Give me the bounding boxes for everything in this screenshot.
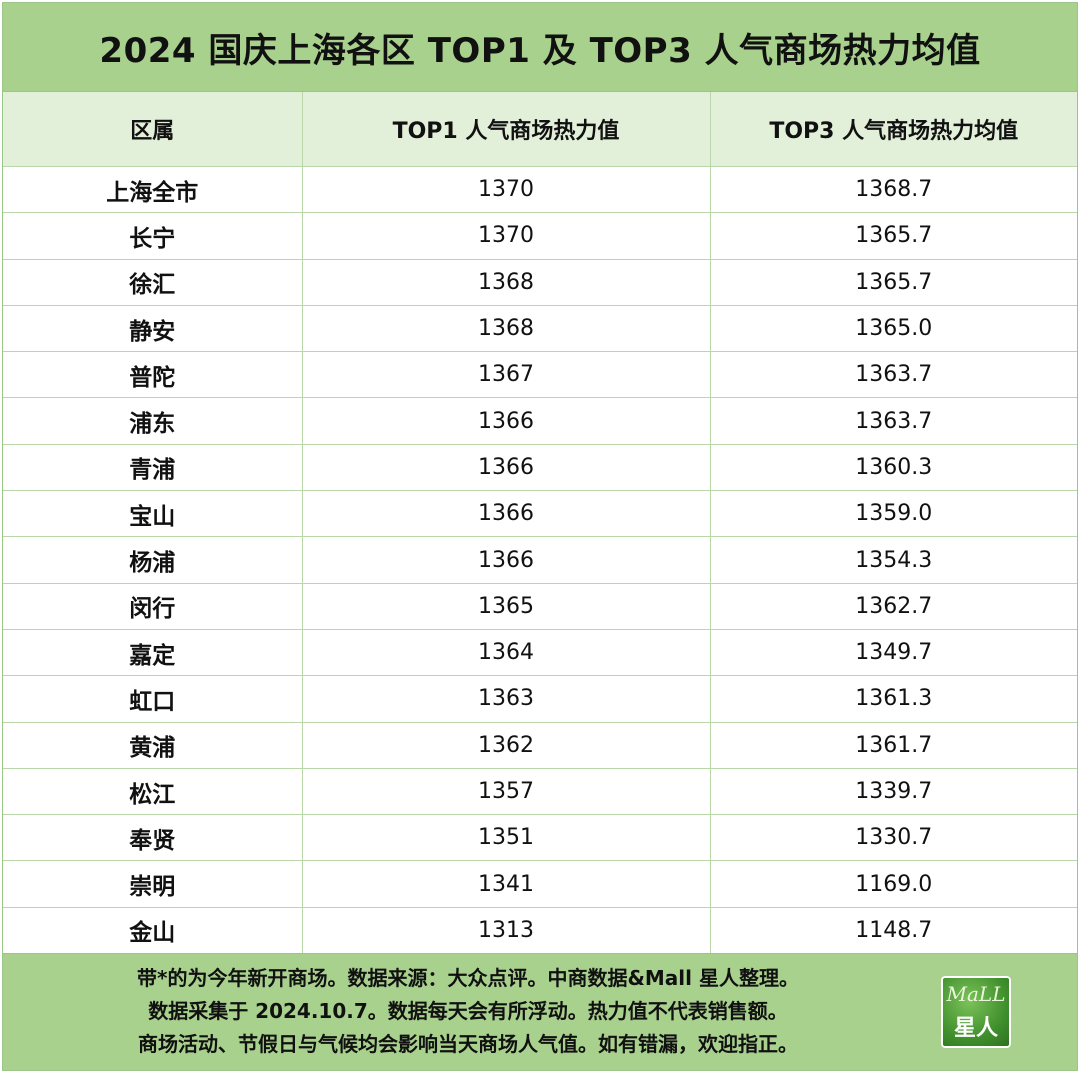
cell-top3: 1361.7 bbox=[710, 722, 1077, 769]
cell-top1: 1366 bbox=[302, 444, 711, 492]
cell-top1: 1363 bbox=[302, 675, 711, 723]
cell-district: 上海全市 bbox=[3, 166, 303, 214]
cell-top1: 1313 bbox=[302, 907, 711, 955]
cell-top3: 1148.7 bbox=[710, 907, 1077, 955]
table-row: 静安 1368 1365.0 bbox=[3, 305, 1077, 353]
cell-top1: 1341 bbox=[302, 860, 711, 908]
cell-top3: 1330.7 bbox=[710, 814, 1077, 862]
cell-top1: 1366 bbox=[302, 536, 711, 584]
table-row: 青浦 1366 1360.3 bbox=[3, 444, 1077, 492]
cell-district: 浦东 bbox=[3, 397, 303, 445]
table-row: 崇明 1341 1169.0 bbox=[3, 860, 1077, 908]
cell-top1: 1357 bbox=[302, 768, 711, 816]
table-row: 杨浦 1366 1354.3 bbox=[3, 536, 1077, 584]
cell-top1: 1366 bbox=[302, 490, 711, 538]
cell-top3: 1360.3 bbox=[710, 444, 1077, 492]
cell-district: 静安 bbox=[3, 305, 303, 353]
logo-text-bottom: 星人 bbox=[953, 1016, 998, 1041]
table-row: 奉贤 1351 1330.7 bbox=[3, 814, 1077, 862]
cell-top1: 1368 bbox=[302, 305, 711, 353]
cell-district: 普陀 bbox=[3, 351, 303, 399]
column-header-district: 区属 bbox=[3, 92, 303, 167]
cell-top1: 1364 bbox=[302, 629, 711, 677]
cell-top3: 1365.7 bbox=[710, 212, 1077, 260]
cell-top3: 1368.7 bbox=[710, 166, 1077, 214]
logo-text-top: MaLL bbox=[946, 982, 1006, 1006]
cell-district: 黄浦 bbox=[3, 722, 303, 769]
cell-top1: 1366 bbox=[302, 397, 711, 445]
cell-district: 宝山 bbox=[3, 490, 303, 538]
table-row: 黄浦 1362 1361.7 bbox=[3, 722, 1077, 769]
cell-top3: 1365.7 bbox=[710, 259, 1077, 306]
cell-district: 金山 bbox=[3, 907, 303, 955]
table-row: 普陀 1367 1363.7 bbox=[3, 351, 1077, 399]
table-row: 上海全市 1370 1368.7 bbox=[3, 166, 1077, 214]
table-row: 徐汇 1368 1365.7 bbox=[3, 259, 1077, 306]
table-body: 上海全市 1370 1368.7 长宁 1370 1365.7 徐汇 1368 1365.7 静安… bbox=[3, 166, 1077, 955]
cell-district: 奉贤 bbox=[3, 814, 303, 862]
cell-top1: 1368 bbox=[302, 259, 711, 306]
header-row: 区属 TOP1 人气商场热力值 TOP3 人气商场热力均值 bbox=[3, 92, 1077, 167]
cell-top3: 1359.0 bbox=[710, 490, 1077, 538]
column-header-top1: TOP1 人气商场热力值 bbox=[302, 92, 711, 167]
mall-star-logo: MaLL 星人 bbox=[941, 976, 1011, 1048]
footer-line: 带*的为今年新开商场。数据来源：大众点评。中商数据&Mall 星人整理。 bbox=[137, 966, 799, 990]
footer-line: 数据采集于 2024.10.7。数据每天会有所浮动。热力值不代表销售额。 bbox=[148, 999, 788, 1023]
cell-top3: 1363.7 bbox=[710, 397, 1077, 445]
table-row: 闵行 1365 1362.7 bbox=[3, 583, 1077, 630]
cell-top1: 1370 bbox=[302, 212, 711, 260]
cell-top3: 1349.7 bbox=[710, 629, 1077, 677]
table-row: 松江 1357 1339.7 bbox=[3, 768, 1077, 816]
table-row: 浦东 1366 1363.7 bbox=[3, 397, 1077, 445]
cell-top3: 1365.0 bbox=[710, 305, 1077, 353]
cell-district: 崇明 bbox=[3, 860, 303, 908]
cell-district: 松江 bbox=[3, 768, 303, 816]
cell-district: 闵行 bbox=[3, 583, 303, 630]
footer-notes: 带*的为今年新开商场。数据来源：大众点评。中商数据&Mall 星人整理。 数据采… bbox=[3, 953, 1077, 1070]
cell-top1: 1370 bbox=[302, 166, 711, 214]
cell-top3: 1361.3 bbox=[710, 675, 1077, 723]
table-row: 宝山 1366 1359.0 bbox=[3, 490, 1077, 538]
page-title: 2024 国庆上海各区 TOP1 及 TOP3 人气商场热力均值 bbox=[3, 3, 1077, 92]
table-row: 嘉定 1364 1349.7 bbox=[3, 629, 1077, 677]
table-row: 虹口 1363 1361.3 bbox=[3, 675, 1077, 723]
cell-top1: 1365 bbox=[302, 583, 711, 630]
column-header-top3: TOP3 人气商场热力均值 bbox=[710, 92, 1077, 167]
cell-top1: 1351 bbox=[302, 814, 711, 862]
table-row: 长宁 1370 1365.7 bbox=[3, 212, 1077, 260]
cell-top3: 1362.7 bbox=[710, 583, 1077, 630]
cell-district: 虹口 bbox=[3, 675, 303, 723]
cell-top3: 1339.7 bbox=[710, 768, 1077, 816]
footer-text: 带*的为今年新开商场。数据来源：大众点评。中商数据&Mall 星人整理。 数据采… bbox=[33, 962, 903, 1061]
cell-district: 嘉定 bbox=[3, 629, 303, 677]
cell-top3: 1354.3 bbox=[710, 536, 1077, 584]
cell-top3: 1169.0 bbox=[710, 860, 1077, 908]
footer-line: 商场活动、节假日与气候均会影响当天商场人气值。如有错漏，欢迎指正。 bbox=[138, 1032, 798, 1056]
cell-district: 长宁 bbox=[3, 212, 303, 260]
cell-district: 青浦 bbox=[3, 444, 303, 492]
cell-district: 杨浦 bbox=[3, 536, 303, 584]
cell-top1: 1367 bbox=[302, 351, 711, 399]
cell-top1: 1362 bbox=[302, 722, 711, 769]
data-table: 区属 TOP1 人气商场热力值 TOP3 人气商场热力均值 上海全市 1370 13… bbox=[3, 92, 1077, 955]
cell-district: 徐汇 bbox=[3, 259, 303, 306]
cell-top3: 1363.7 bbox=[710, 351, 1077, 399]
table-row: 金山 1313 1148.7 bbox=[3, 907, 1077, 955]
